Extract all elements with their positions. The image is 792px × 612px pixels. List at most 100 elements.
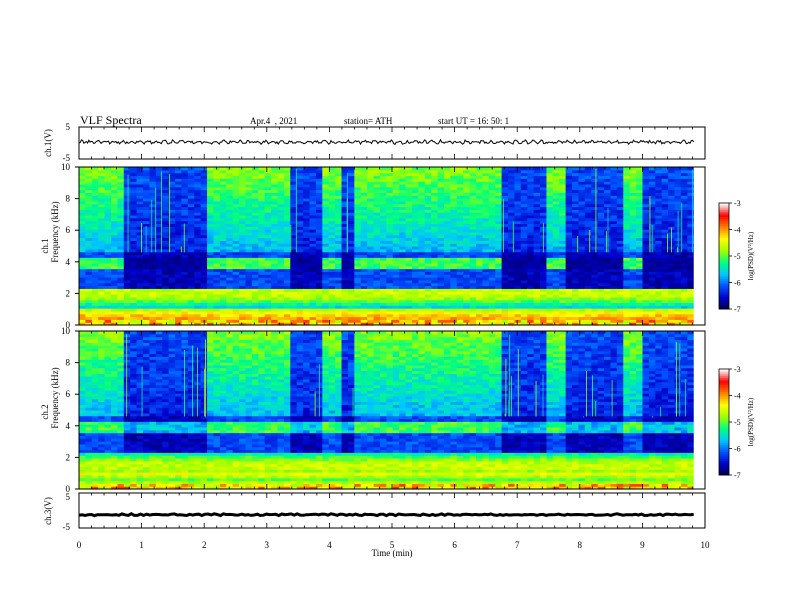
spectrogram-cell (405, 234, 413, 239)
spectrogram-cell (111, 291, 119, 295)
spectrogram-cell (360, 178, 368, 182)
spectrogram-cell (501, 277, 509, 281)
spectrogram-cell (559, 313, 567, 318)
spectrogram-cell (495, 178, 503, 182)
spectrogram-cell (200, 234, 208, 239)
spectrogram-cell (328, 262, 336, 267)
spectrogram-cell (335, 313, 343, 318)
spectrogram-cell (463, 260, 471, 264)
spectrogram-cell (482, 234, 490, 239)
spectrogram-cell (424, 279, 432, 284)
spectrogram-cell (360, 189, 368, 193)
spectrogram-cell (149, 313, 157, 318)
spectrogram-cell (450, 203, 458, 208)
spectrogram-cell (194, 234, 202, 239)
spectrogram-cell (520, 195, 528, 199)
spectrogram-cell (476, 262, 484, 267)
spectrogram-cell (379, 265, 387, 270)
spectrogram-cell (431, 248, 439, 253)
spectrogram-cell (117, 223, 125, 227)
spectrogram-cell (136, 310, 144, 315)
spectrogram-cell (79, 296, 86, 301)
spectrogram-cell (341, 183, 349, 188)
spectrogram-cell (168, 277, 176, 281)
spectrogram-cell (315, 198, 323, 202)
spectrogram-cell (264, 262, 272, 267)
spectrogram-cell (315, 206, 323, 210)
spectrogram-cell (572, 167, 580, 171)
spectrogram-cell (258, 319, 266, 323)
spectrogram-cell (226, 167, 234, 171)
spectrogram-cell (392, 282, 400, 287)
spectrogram-cell (418, 268, 426, 272)
spectrogram-cell (91, 257, 99, 261)
spectrogram-cell (181, 192, 189, 196)
spectrogram-cell (476, 203, 484, 208)
spectrogram-cell (431, 308, 439, 312)
spectrogram-cell (168, 226, 176, 230)
spectrogram-cell (239, 181, 247, 185)
spectrogram-cell (552, 186, 560, 191)
spectrogram-cell (104, 178, 112, 182)
date-label: Apr.4 , 2021 (250, 116, 297, 126)
spectrogram-cell (399, 319, 407, 323)
spectrogram-cell (162, 299, 170, 304)
spectrogram-cell (392, 237, 400, 241)
spectrogram-cell (219, 310, 227, 315)
spectrogram-cell (219, 226, 227, 230)
spectrogram-cell (444, 223, 451, 227)
spectrogram-cell (117, 293, 125, 298)
spectrogram-cell (354, 288, 362, 292)
spectrogram-cell (476, 229, 484, 233)
spectrogram-cell (239, 262, 247, 267)
spectrogram-cell (79, 234, 86, 239)
spectrogram-cell (373, 313, 381, 318)
spectrogram-cell (123, 189, 131, 193)
spectrogram-cell (258, 262, 266, 267)
spectrogram-cell (347, 296, 355, 301)
spectrogram-cell (251, 186, 259, 191)
spectrogram-cell (360, 299, 368, 304)
spectrogram-cell (175, 310, 183, 315)
spectrogram-cell (111, 299, 119, 304)
spectrogram-cell (411, 319, 419, 323)
spectrogram-cell (162, 234, 170, 239)
spectrogram-cell (488, 257, 496, 261)
spectrogram-cell (444, 279, 451, 284)
spectrogram-cell (168, 195, 176, 199)
spectrogram-cell (360, 240, 368, 244)
spectrogram-cell (85, 175, 93, 179)
spectrogram-cell (162, 251, 170, 256)
spectrogram-cell (540, 265, 548, 270)
spectrogram-cell (476, 282, 484, 287)
spectrogram-cell (514, 237, 522, 241)
spectrogram-cell (181, 209, 189, 213)
spectrogram-cell (501, 285, 509, 289)
spectrogram-cell (456, 271, 464, 275)
spectrogram-cell (283, 316, 291, 320)
spectrogram-cell (264, 195, 272, 199)
spectrogram-cell (514, 248, 522, 253)
spectrogram-cell (501, 234, 509, 239)
spectrogram-cell (373, 178, 381, 182)
spectrogram-cell (354, 308, 362, 312)
spectrogram-cell (476, 268, 484, 272)
spectrogram-cell (533, 189, 541, 193)
spectrogram-cell (207, 271, 215, 275)
spectrogram-cell (283, 203, 291, 208)
spectrogram-cell (239, 265, 247, 270)
spectrogram-cell (200, 310, 208, 315)
spectrogram-cell (226, 322, 234, 326)
spectrogram-cell (469, 167, 477, 171)
spectrogram-cell (322, 209, 330, 213)
spectrogram-cell (411, 203, 419, 208)
spectrogram-cell (232, 200, 240, 205)
spectrogram-cell (392, 169, 400, 174)
spectrogram-cell (322, 203, 330, 208)
spectrogram-cell (533, 257, 541, 261)
spectrogram-cell (264, 183, 272, 188)
spectrogram-cell (399, 192, 407, 196)
spectrogram-cell (495, 167, 503, 171)
spectrogram-cell (322, 223, 330, 227)
spectrogram-cell (347, 265, 355, 270)
